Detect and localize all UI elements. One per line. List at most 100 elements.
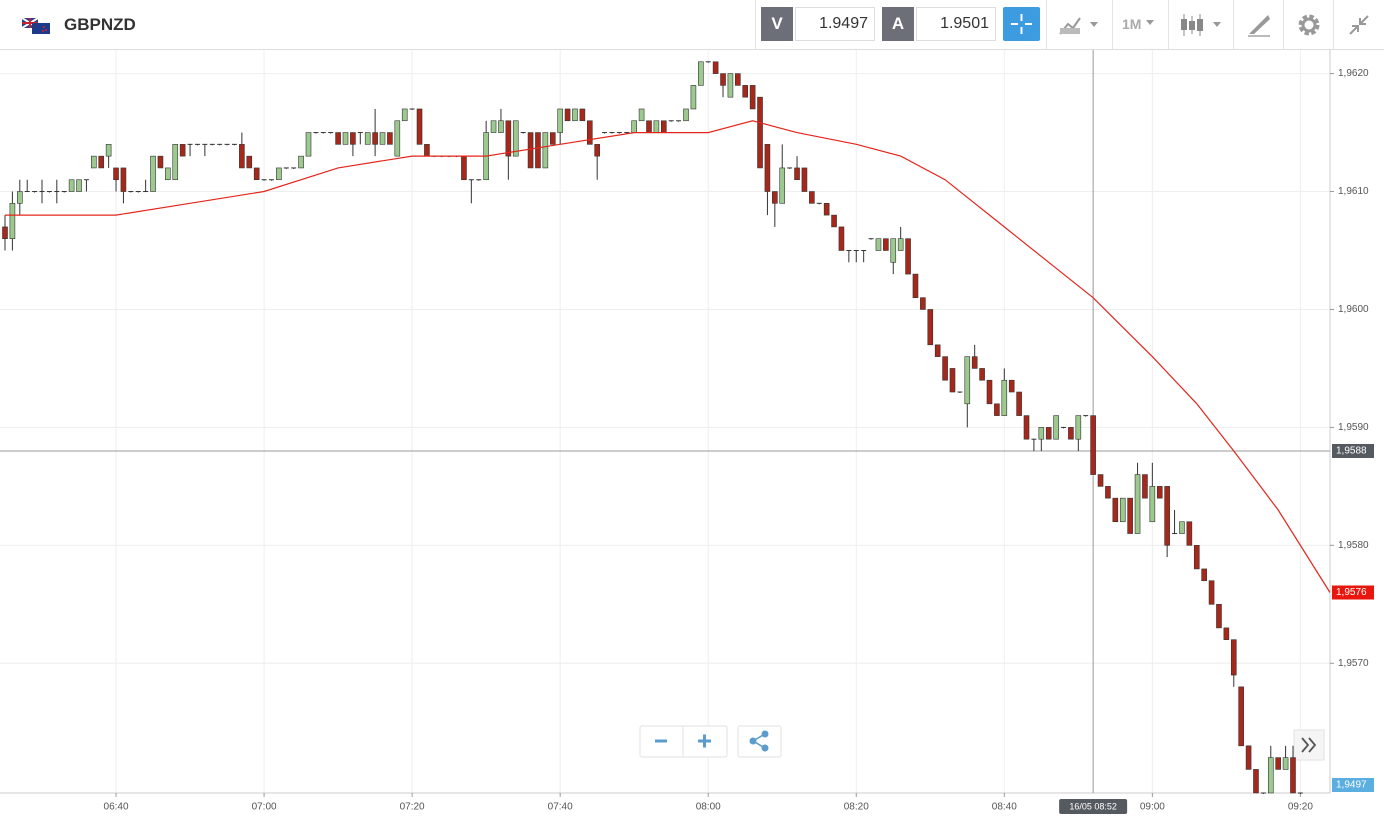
buy-button[interactable]: A — [882, 7, 914, 41]
candle-body — [698, 61, 704, 86]
candle-body — [276, 167, 282, 181]
candle-body — [660, 120, 667, 133]
candle-body — [68, 179, 75, 192]
candle-body — [209, 143, 215, 145]
candle-body — [875, 238, 882, 251]
candle-body — [986, 379, 993, 405]
candle-body — [653, 120, 660, 133]
y-tick-label: 1,9620 — [1338, 68, 1369, 79]
candle-body — [1267, 757, 1274, 794]
candle-body — [498, 120, 504, 133]
candle-button[interactable] — [1180, 12, 1225, 38]
candle-body — [690, 85, 697, 110]
moving-average-line — [5, 120, 1331, 593]
candle-body — [853, 249, 859, 251]
candle-body — [1156, 486, 1163, 499]
candle-body — [187, 143, 193, 145]
candle-body — [1053, 415, 1059, 440]
scroll-right-button[interactable] — [1293, 729, 1325, 761]
candle-body — [283, 167, 289, 169]
settings-button[interactable] — [1296, 12, 1322, 38]
x-tick-label: 07:00 — [252, 802, 277, 813]
candle-body — [17, 191, 23, 204]
candle-body — [1119, 497, 1126, 523]
candle-body — [305, 132, 312, 157]
candle-body — [934, 344, 941, 357]
candle-body — [1193, 545, 1200, 570]
candle-body — [253, 167, 260, 181]
candle-body — [1061, 426, 1067, 428]
price-tag-label: 1,9576 — [1336, 587, 1367, 598]
candle-body — [705, 61, 711, 63]
candle-body — [1230, 639, 1237, 676]
candle-body — [120, 167, 127, 192]
candle-body — [261, 179, 267, 181]
candle-body — [165, 167, 171, 181]
candle-body — [46, 191, 52, 193]
candle-body — [712, 61, 719, 74]
candle-body — [217, 143, 223, 145]
x-tick-label: 09:00 — [1140, 802, 1165, 813]
candle-body — [239, 144, 245, 169]
share-button[interactable] — [737, 725, 782, 758]
candle-body — [387, 132, 393, 145]
candle-body — [224, 143, 230, 145]
candle-body — [476, 179, 482, 181]
candle-body — [105, 144, 112, 157]
candle-body — [231, 143, 237, 145]
candle-body — [357, 132, 363, 134]
candle-body — [1016, 391, 1022, 416]
candle-body — [883, 238, 889, 251]
candle-body — [676, 120, 682, 122]
sell-price: 1.9497 — [795, 7, 875, 41]
price-tag-label: 1,9588 — [1336, 446, 1367, 457]
candle-body — [1083, 415, 1089, 417]
candle-body — [1008, 379, 1015, 393]
candle-body — [372, 132, 378, 145]
candle-body — [298, 155, 304, 169]
candle-body — [1038, 427, 1045, 440]
candle-body — [490, 120, 497, 133]
zoom-in-button[interactable] — [698, 734, 711, 748]
candle-body — [1297, 792, 1303, 794]
candle-body — [579, 108, 586, 122]
candle-body — [194, 143, 200, 145]
candle-body — [1134, 474, 1141, 534]
crosshair-button[interactable] — [1003, 7, 1040, 41]
candle-body — [179, 144, 186, 157]
candle-body — [1164, 486, 1170, 546]
candle-body — [779, 167, 786, 204]
candle-body — [1245, 745, 1252, 770]
candle-body — [1068, 427, 1074, 440]
candle-body — [268, 179, 274, 181]
price-tag — [1332, 585, 1374, 600]
candle-body — [468, 179, 474, 181]
candle-body — [994, 403, 1000, 416]
sell-button[interactable]: V — [761, 7, 793, 41]
candle-body — [320, 132, 326, 134]
draw-button[interactable] — [1246, 12, 1272, 38]
candle-body — [971, 356, 978, 369]
chart-type-button[interactable] — [1058, 14, 1108, 36]
candle-body — [135, 191, 141, 193]
candle-body — [54, 191, 60, 193]
candle-body — [535, 132, 541, 169]
candle-body — [150, 155, 156, 192]
candle-body — [727, 73, 734, 98]
x-tick-label: 08:20 — [844, 802, 869, 813]
toolbar: GBPNZD V 1.9497 A 1.9501 1M — [0, 0, 1384, 50]
candle-body — [868, 238, 874, 240]
candle-body — [646, 120, 652, 133]
candle-body — [409, 108, 415, 110]
candle-body — [24, 191, 30, 193]
candle-body — [594, 144, 600, 157]
candle-body — [823, 203, 830, 216]
candle-body — [1045, 427, 1052, 440]
candle-body — [1001, 379, 1008, 416]
collapse-button[interactable] — [1346, 12, 1372, 38]
y-tick-label: 1,9600 — [1338, 304, 1369, 315]
candle-body — [1142, 474, 1148, 499]
candle-body — [942, 356, 948, 381]
timeframe-button[interactable]: 1M — [1122, 16, 1142, 32]
